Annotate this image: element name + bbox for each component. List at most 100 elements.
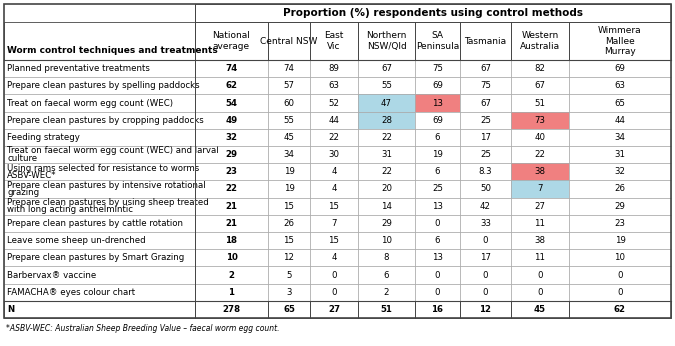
Text: 63: 63	[329, 81, 340, 90]
Bar	[460, 146, 511, 163]
Text: 45: 45	[534, 305, 546, 314]
Bar	[358, 60, 415, 77]
Bar	[310, 232, 358, 249]
Text: 14: 14	[381, 202, 392, 211]
Bar	[310, 22, 358, 60]
Text: 4: 4	[331, 253, 337, 262]
Bar	[460, 198, 511, 215]
Text: 6: 6	[384, 271, 389, 280]
Bar	[511, 112, 569, 129]
Bar	[460, 232, 511, 249]
Text: 74: 74	[284, 64, 294, 73]
Bar	[511, 146, 569, 163]
Bar	[511, 22, 569, 60]
Text: 11: 11	[535, 253, 545, 262]
Text: 17: 17	[480, 253, 491, 262]
Text: N: N	[7, 305, 14, 314]
Text: Proportion (%) respondents using control methods: Proportion (%) respondents using control…	[283, 8, 583, 18]
Bar	[358, 198, 415, 215]
Text: Leave some sheep un-drenched: Leave some sheep un-drenched	[7, 236, 146, 245]
Bar	[268, 284, 310, 301]
Bar	[460, 301, 511, 318]
Bar	[195, 249, 268, 266]
Bar	[415, 215, 460, 232]
Bar	[358, 146, 415, 163]
Bar	[415, 284, 460, 301]
Bar	[195, 4, 671, 22]
Bar	[268, 94, 310, 112]
Bar	[195, 301, 268, 318]
Text: Prepare clean pastures by spelling paddocks: Prepare clean pastures by spelling paddo…	[7, 81, 200, 90]
Bar	[460, 266, 511, 284]
Text: 40: 40	[535, 133, 545, 142]
Bar	[4, 198, 195, 215]
Text: 51: 51	[381, 305, 392, 314]
Text: 6: 6	[435, 133, 440, 142]
Bar	[415, 163, 460, 180]
Bar	[268, 60, 310, 77]
Bar	[268, 301, 310, 318]
Text: 15: 15	[284, 202, 294, 211]
Text: 32: 32	[614, 167, 626, 176]
Text: 60: 60	[284, 99, 294, 108]
Text: 7: 7	[331, 219, 337, 228]
Bar	[460, 22, 511, 60]
Bar	[310, 198, 358, 215]
Bar	[511, 232, 569, 249]
Bar	[460, 163, 511, 180]
Bar	[4, 301, 195, 318]
Text: 33: 33	[480, 219, 491, 228]
Text: 69: 69	[432, 116, 443, 125]
Bar	[415, 266, 460, 284]
Bar	[569, 60, 671, 77]
Bar	[569, 249, 671, 266]
Bar	[268, 266, 310, 284]
Bar	[310, 77, 358, 94]
Bar	[358, 146, 415, 163]
Text: 8.3: 8.3	[479, 167, 492, 176]
Text: 21: 21	[225, 202, 238, 211]
Text: Wimmera
Mallee
Murray: Wimmera Mallee Murray	[598, 26, 642, 56]
Bar	[310, 60, 358, 77]
Text: 31: 31	[614, 150, 626, 159]
Bar	[358, 301, 415, 318]
Bar	[569, 180, 671, 198]
Bar	[358, 215, 415, 232]
Bar	[358, 180, 415, 198]
Bar	[511, 180, 569, 198]
Text: grazing: grazing	[7, 188, 39, 197]
Bar	[415, 301, 460, 318]
Text: 12: 12	[479, 305, 491, 314]
Text: 45: 45	[284, 133, 294, 142]
Text: Prepare clean pastures by using sheep treated: Prepare clean pastures by using sheep tr…	[7, 198, 209, 207]
Text: *ASBV-WEC: Australian Sheep Breeding Value – faecal worm egg count.: *ASBV-WEC: Australian Sheep Breeding Val…	[6, 324, 279, 333]
Bar	[511, 266, 569, 284]
Text: 28: 28	[381, 116, 392, 125]
Text: Treat on faecal worm egg count (WEC) and larval: Treat on faecal worm egg count (WEC) and…	[7, 146, 219, 155]
Text: culture: culture	[7, 154, 37, 163]
Text: 31: 31	[381, 150, 392, 159]
Bar	[415, 301, 460, 318]
Bar	[358, 112, 415, 129]
Bar	[511, 215, 569, 232]
Bar	[511, 180, 569, 198]
Bar	[195, 112, 268, 129]
Bar	[310, 232, 358, 249]
Bar	[195, 215, 268, 232]
Bar	[511, 129, 569, 146]
Bar	[195, 94, 268, 112]
Text: 47: 47	[381, 99, 392, 108]
Bar	[415, 249, 460, 266]
Bar	[511, 163, 569, 180]
Text: 34: 34	[614, 133, 626, 142]
Bar	[358, 77, 415, 94]
Bar	[4, 180, 195, 198]
Bar	[4, 232, 195, 249]
Bar	[268, 94, 310, 112]
Bar	[569, 284, 671, 301]
Text: 67: 67	[535, 81, 545, 90]
Bar	[358, 301, 415, 318]
Bar	[195, 163, 268, 180]
Bar	[4, 94, 195, 112]
Bar	[511, 94, 569, 112]
